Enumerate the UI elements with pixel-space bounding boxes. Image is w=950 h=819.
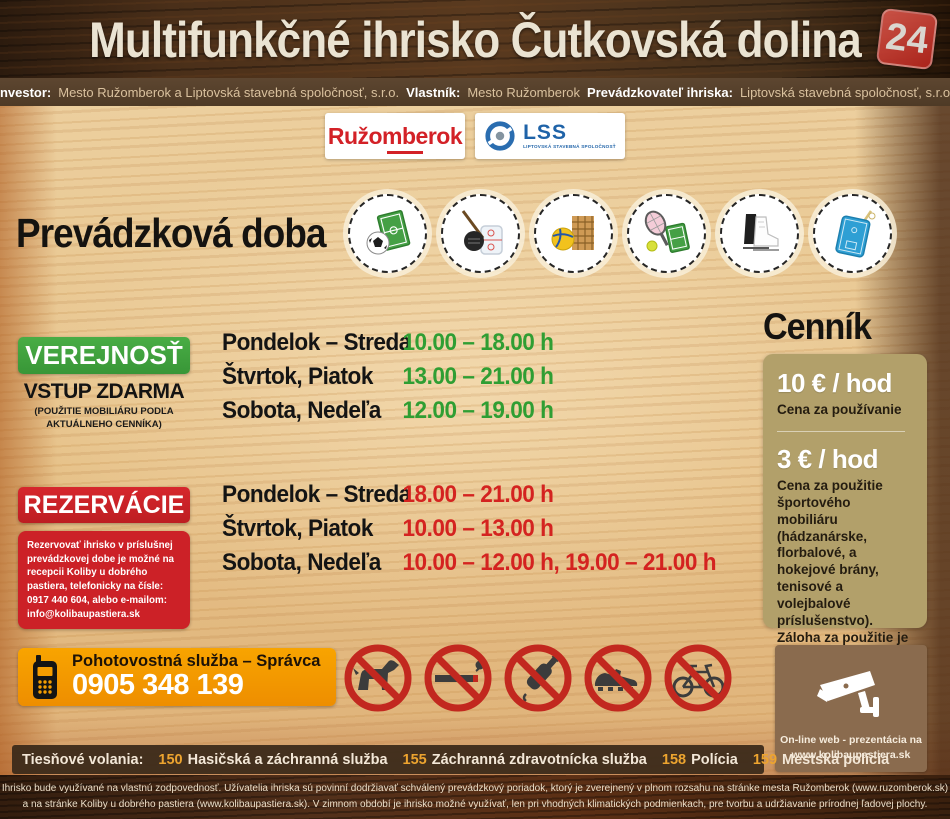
no-smoking-icon [424, 644, 492, 712]
emergency-service-box: Pohotovostná služba – Správca 0905 348 1… [18, 648, 336, 706]
no-bicycles-icon [664, 644, 732, 712]
free-entry-note: (POUŽITIE MOBILIÁRU PODĽA AKTUÁLNEHO CEN… [34, 406, 174, 430]
schedule-days: Štvrtok, Piatok [222, 515, 373, 542]
emergency-number-name: Mestská polícia [782, 751, 890, 768]
volleyball-icon [534, 194, 613, 273]
emergency-service-label: Pohotovostná služba – Správca [72, 652, 321, 671]
schedule-row: Pondelok – Streda 18.00 – 21.00 h [222, 478, 716, 512]
emergency-number: 150 [158, 751, 183, 768]
schedule-days: Pondelok – Streda [222, 481, 411, 508]
header-wood-background [0, 0, 950, 78]
emergency-number-name: Hasičská a záchranná služba [187, 751, 388, 768]
emergency-service-phone: 0905 348 139 [72, 669, 244, 702]
badge-24: 24 [875, 7, 939, 71]
reservations-badge: REZERVÁCIE [18, 487, 190, 523]
pricing-divider [777, 430, 905, 432]
lss-logo-text: LSS [523, 121, 567, 145]
emergency-number: 159 [752, 751, 778, 768]
schedule-days: Sobota, Nedeľa [222, 397, 381, 424]
no-alcohol-icon [504, 644, 572, 712]
lss-logo-caption: LIPTOVSKÁ STAVEBNÁ SPOLOČNOSŤ [523, 144, 616, 150]
disclaimer-line2: a na stránke Koliby u dobrého pastiera (… [22, 798, 928, 810]
lss-logo: LSS LIPTOVSKÁ STAVEBNÁ SPOLOČNOSŤ [475, 113, 625, 159]
ice-skating-icon [720, 194, 799, 273]
floorball-icon [813, 194, 892, 273]
emergency-number-item: 150 Hasičská a záchranná služba [158, 752, 387, 768]
investor-label: Investor: [0, 84, 52, 100]
emergency-number-name: Polícia [691, 751, 738, 768]
page-title: Multifunkčné ihrisko Čutkovská dolina [89, 12, 862, 68]
ruzomberok-logo: Ružomberok [325, 113, 465, 159]
emergency-numbers-label: Tiesňové volania: [22, 751, 144, 768]
emergency-number-item: 159 Mestská polícia [753, 752, 889, 768]
schedule-time: 10.00 – 18.00 h [402, 329, 554, 356]
reservations-note: Rezervovať ihrisko v príslušnej prevádzk… [18, 531, 190, 630]
price-value: 10 € / hod [777, 368, 892, 398]
ruzomberok-logo-text: Ružomberok [327, 122, 463, 149]
schedule-days: Pondelok – Streda [222, 329, 411, 356]
disclaimer-line1: Ihrisko bude využívané na vlastnú zodpov… [1, 783, 949, 794]
emergency-number-name: Záchranná zdravotnícka služba [431, 751, 647, 768]
credits-bar: Investor: Mesto Ružomberok a Liptovská s… [0, 78, 950, 106]
schedule-days: Štvrtok, Piatok [222, 363, 373, 390]
online-web-url: www.kolibaupastiera.sk [791, 748, 911, 761]
schedule-row: Sobota, Nedeľa 10.00 – 12.00 h, 19.00 – … [222, 546, 717, 580]
reservations-schedule: Pondelok – Streda 18.00 – 21.00 h Štvrto… [222, 478, 717, 580]
logo-row: Ružomberok LSS LIPTOVSKÁ STAVEBNÁ SPOLOČ… [0, 113, 950, 159]
schedule-time: 10.00 – 12.00 h, 19.00 – 21.00 h [402, 549, 717, 576]
public-badge: VEREJNOSŤ [18, 337, 190, 374]
price-description: Cena za používanie [777, 402, 902, 417]
schedule-row: Štvrtok, Piatok 13.00 – 21.00 h [222, 360, 554, 394]
disclaimer-text: Ihrisko bude využívané na vlastnú zodpov… [0, 781, 950, 812]
mobile-phone-icon [33, 655, 57, 699]
no-dogs-icon [344, 644, 412, 712]
pricing-box: 10 € / hod Cena za používanie 3 € / hod … [763, 354, 927, 712]
ice-hockey-icon [441, 194, 520, 273]
opening-hours-heading: Prevádzková doba [16, 210, 327, 256]
schedule-time: 10.00 – 13.00 h [402, 515, 554, 542]
emergency-number: 158 [661, 751, 687, 768]
schedule-row: Štvrtok, Piatok 10.00 – 13.00 h [222, 512, 716, 546]
free-entry-label: VSTUP ZDARMA [23, 380, 185, 403]
public-schedule: Pondelok – Streda 10.00 – 18.00 h Štvrto… [222, 326, 554, 428]
cctv-camera-icon [817, 670, 879, 717]
emergency-numbers-bar: Tiesňové volania: 150 Hasičská a záchrann… [12, 745, 889, 774]
lss-logo-icon [485, 121, 515, 151]
online-web-text: On-line web - prezentácia na www.kolibau… [780, 733, 922, 763]
schedule-row: Sobota, Nedeľa 12.00 – 19.00 h [222, 394, 554, 428]
owner-label: Vlastník: [406, 84, 461, 100]
price-value: 3 € / hod [777, 443, 878, 474]
ruzomberok-logo-underline [387, 151, 423, 154]
footer-wood-background [0, 775, 950, 819]
online-web-box: On-line web - prezentácia na www.kolibau… [775, 645, 927, 772]
investor-value: Mesto Ružomberok a Liptovská stavebná sp… [58, 84, 400, 100]
schedule-days: Sobota, Nedeľa [222, 549, 381, 576]
operator-value: Liptovská stavebná spoločnosť, s.r.o. [739, 84, 950, 100]
no-football-boots-icon [584, 644, 652, 712]
pricing-heading: Cenník [763, 306, 872, 347]
schedule-row: Pondelok – Streda 10.00 – 18.00 h [222, 326, 554, 360]
emergency-number: 155 [402, 751, 427, 768]
prohibition-icons-row [342, 642, 734, 714]
owner-value: Mesto Ružomberok [467, 84, 581, 100]
schedule-time: 13.00 – 21.00 h [402, 363, 554, 390]
schedule-time: 18.00 – 21.00 h [402, 481, 554, 508]
emergency-number-item: 155 Záchranná zdravotnícka služba [403, 752, 647, 768]
football-icon [348, 194, 427, 273]
sport-icons-row [348, 194, 892, 273]
schedule-time: 12.00 – 19.00 h [402, 397, 554, 424]
tennis-icon [627, 194, 706, 273]
emergency-number-item: 158 Polícia [662, 752, 738, 768]
online-web-line1: On-line web - prezentácia na [780, 733, 922, 746]
operator-label: Prevádzkovateľ ihriska: [587, 84, 733, 100]
